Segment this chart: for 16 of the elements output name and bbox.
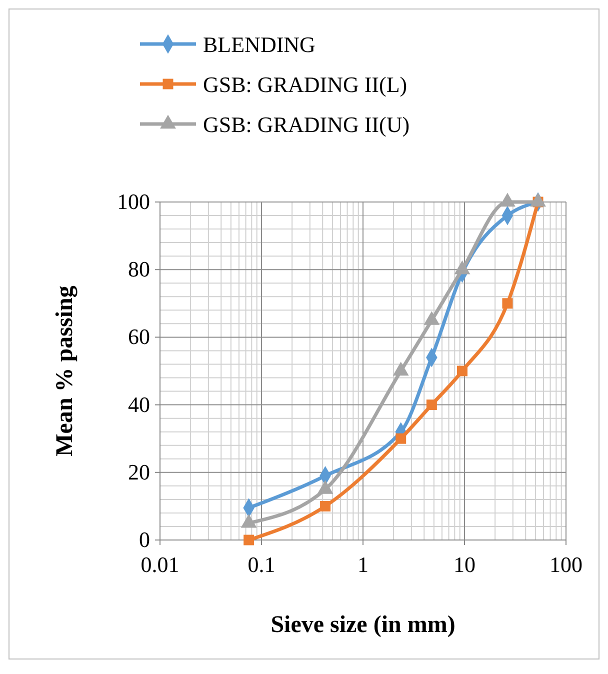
- x-tick-label: 100: [550, 552, 582, 577]
- y-tick-label: 60: [128, 324, 150, 350]
- x-axis-title: Sieve size (in mm): [270, 612, 456, 638]
- x-tick-label: 0.1: [248, 552, 276, 577]
- y-tick-label: 20: [128, 459, 150, 484]
- x-tick-label: 1: [358, 552, 368, 577]
- y-tick-label: 40: [128, 392, 150, 417]
- x-tick-label: 10: [454, 552, 476, 577]
- y-tick-label: 0: [139, 527, 150, 552]
- legend-label: GSB: GRADING II(U): [203, 112, 410, 137]
- y-tick-label: 100: [117, 189, 150, 214]
- legend-label: GSB: GRADING II(L): [203, 72, 408, 97]
- x-tick-label: 0.01: [140, 552, 180, 577]
- legend-label: BLENDING: [203, 32, 316, 57]
- y-axis-title: Mean % passing: [52, 286, 78, 456]
- y-tick-label: 80: [128, 256, 150, 282]
